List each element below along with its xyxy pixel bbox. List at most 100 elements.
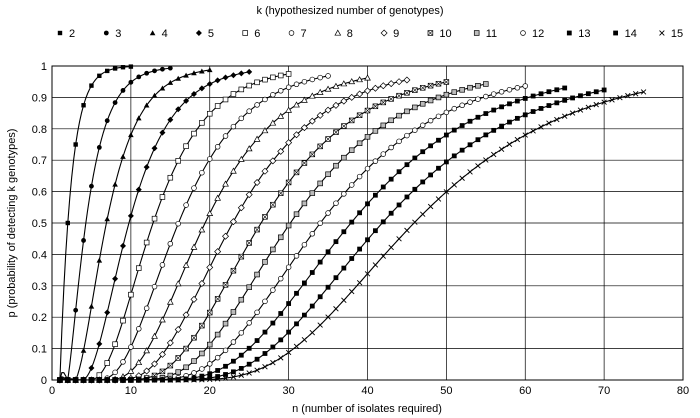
data-point bbox=[372, 128, 379, 134]
data-point bbox=[128, 64, 134, 69]
data-point bbox=[427, 82, 434, 89]
data-point bbox=[214, 376, 221, 382]
data-point bbox=[356, 140, 363, 147]
data-point bbox=[89, 183, 94, 189]
data-point bbox=[443, 109, 450, 116]
data-point bbox=[499, 123, 504, 129]
data-point bbox=[143, 367, 151, 375]
data-point bbox=[207, 371, 213, 377]
y-axis-label: p (probability of detecting k genotypes) bbox=[6, 129, 18, 318]
data-point bbox=[341, 265, 347, 271]
data-point bbox=[522, 83, 528, 89]
data-point bbox=[348, 93, 356, 101]
data-point bbox=[332, 101, 340, 109]
data-point bbox=[403, 76, 411, 84]
data-point bbox=[159, 368, 166, 375]
data-point bbox=[514, 85, 521, 91]
data-point bbox=[112, 275, 119, 282]
data-point bbox=[404, 227, 410, 234]
data-point bbox=[601, 99, 607, 105]
data-point bbox=[506, 141, 513, 147]
data-point bbox=[412, 219, 418, 225]
data-point bbox=[160, 66, 165, 72]
data-point bbox=[404, 108, 410, 115]
series-points-k8 bbox=[56, 74, 371, 383]
legend-label: 12 bbox=[532, 28, 544, 40]
data-point bbox=[365, 237, 370, 243]
legend-title: k (hypothesized number of genotypes) bbox=[256, 5, 443, 17]
data-point bbox=[325, 73, 331, 79]
data-point bbox=[316, 88, 324, 95]
data-point bbox=[372, 228, 378, 234]
data-point bbox=[277, 112, 285, 119]
data-point bbox=[174, 326, 182, 334]
data-point bbox=[324, 106, 332, 114]
data-point bbox=[214, 296, 221, 302]
data-point bbox=[530, 128, 536, 134]
data-point bbox=[246, 68, 253, 75]
data-point bbox=[308, 117, 316, 125]
data-point bbox=[419, 122, 426, 129]
data-point bbox=[522, 132, 528, 138]
data-point bbox=[451, 89, 458, 95]
data-point bbox=[443, 79, 450, 85]
legend-item-k10: 10 bbox=[427, 28, 452, 40]
x-axis-ticks: 0 10 20 30 40 50 60 70 80 bbox=[49, 385, 689, 397]
data-point bbox=[254, 338, 260, 343]
data-point bbox=[317, 74, 323, 81]
x-tick-label: 50 bbox=[440, 385, 452, 397]
data-point bbox=[499, 104, 504, 110]
data-point bbox=[293, 131, 301, 139]
legend: 2 3 4 5 6 7 8 9 10 11 12 13 14 15 bbox=[57, 28, 683, 40]
data-point bbox=[277, 190, 284, 196]
data-point bbox=[246, 108, 252, 114]
data-point bbox=[254, 79, 260, 86]
data-point bbox=[270, 287, 276, 293]
data-point bbox=[341, 123, 347, 129]
series-points-k14 bbox=[57, 87, 607, 383]
data-point bbox=[317, 180, 323, 187]
data-point bbox=[625, 92, 631, 99]
data-point bbox=[159, 129, 166, 136]
data-point bbox=[293, 211, 300, 217]
data-point bbox=[190, 90, 197, 97]
data-point bbox=[88, 303, 95, 309]
data-point bbox=[215, 368, 221, 373]
data-point bbox=[285, 84, 292, 91]
data-point bbox=[301, 160, 308, 166]
data-point bbox=[554, 100, 560, 106]
data-point bbox=[435, 80, 442, 87]
x-tick-label: 60 bbox=[519, 385, 531, 397]
data-point bbox=[372, 192, 378, 198]
data-point bbox=[451, 153, 457, 159]
data-point bbox=[467, 84, 473, 91]
data-point bbox=[546, 89, 552, 95]
data-point bbox=[364, 165, 371, 172]
data-point bbox=[388, 117, 394, 124]
data-point bbox=[467, 99, 473, 105]
data-point bbox=[105, 68, 110, 74]
series-line-k11 bbox=[59, 83, 486, 381]
data-point bbox=[333, 306, 339, 312]
y-tick-label: 0.2 bbox=[32, 312, 47, 324]
data-point bbox=[372, 158, 379, 164]
x-tick-label: 70 bbox=[598, 385, 610, 397]
data-point bbox=[246, 345, 252, 351]
data-point bbox=[530, 109, 536, 114]
data-point bbox=[238, 115, 245, 122]
data-point bbox=[175, 75, 181, 81]
data-point bbox=[404, 132, 410, 139]
data-point bbox=[325, 314, 331, 320]
data-point bbox=[120, 359, 126, 365]
data-point bbox=[270, 92, 276, 98]
data-point bbox=[285, 349, 292, 356]
y-tick-label: 1 bbox=[41, 61, 47, 73]
series-points-k9 bbox=[56, 76, 411, 384]
y-tick-label: 0.5 bbox=[32, 218, 47, 230]
data-point bbox=[222, 74, 229, 81]
data-point bbox=[136, 265, 142, 271]
data-point bbox=[277, 275, 284, 282]
data-point bbox=[490, 91, 497, 97]
data-point bbox=[380, 219, 386, 225]
series-points-k15 bbox=[57, 89, 647, 383]
